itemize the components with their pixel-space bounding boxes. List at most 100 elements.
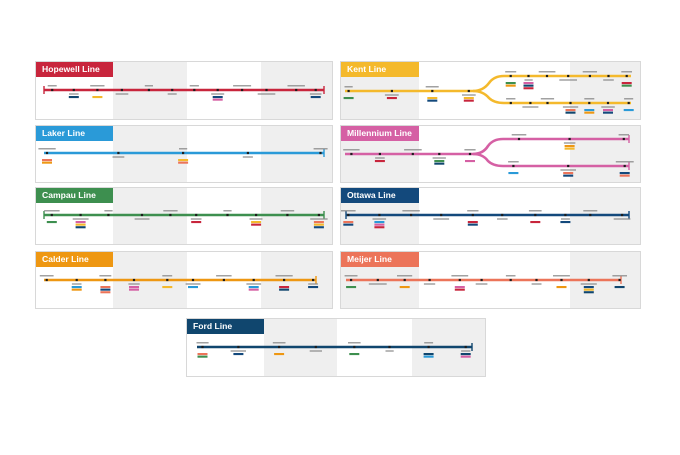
station-marker [314, 345, 317, 349]
station-name [506, 98, 516, 100]
transfer-badge [523, 82, 534, 85]
station-name [190, 218, 202, 220]
transfer-badge [460, 355, 471, 358]
station-marker [222, 278, 225, 282]
transfer-badge [530, 221, 541, 224]
station-marker [534, 213, 537, 217]
route-line [345, 74, 631, 93]
station-name [524, 79, 533, 81]
station-marker [191, 278, 195, 282]
transfer-badge [423, 353, 434, 356]
transfer-badge [565, 109, 576, 112]
station-marker [378, 213, 381, 217]
transfer-badge [349, 353, 360, 356]
station-name [112, 156, 125, 158]
station-name [522, 106, 539, 108]
transfer-badge [92, 96, 103, 99]
station-name [128, 283, 140, 285]
transfer-badge [71, 286, 82, 289]
station-name [257, 93, 276, 95]
transfer-badge [212, 96, 223, 99]
station-marker [622, 137, 625, 141]
station-name [246, 283, 262, 285]
station-name [99, 275, 112, 277]
transfer-badge [343, 221, 354, 224]
station-marker [438, 152, 441, 156]
transfer-badge [427, 99, 438, 102]
station-marker [625, 74, 628, 78]
station-name [397, 275, 413, 277]
transfer-badge [42, 161, 52, 164]
transfer-badge [162, 286, 173, 289]
station-name [432, 157, 446, 159]
station-name [584, 98, 595, 100]
station-marker [458, 278, 461, 282]
station-marker [560, 278, 563, 282]
station-marker [252, 278, 255, 282]
station-marker [428, 278, 431, 282]
transfer-badge [467, 221, 478, 224]
station-name [385, 350, 394, 352]
station-name [185, 283, 201, 285]
station-name [196, 342, 209, 344]
station-name [505, 275, 516, 277]
station-name [511, 134, 527, 136]
station-marker [527, 74, 530, 78]
station-marker [546, 101, 549, 105]
station-marker [132, 278, 136, 282]
line-title: Millennium Line [341, 126, 419, 141]
station-name [272, 342, 286, 344]
calder-line-panel: Calder Line [35, 251, 333, 309]
station-name [162, 275, 173, 277]
kent-route-map [343, 71, 634, 114]
station-marker [440, 213, 443, 217]
station-name [553, 275, 570, 277]
station-marker [117, 151, 120, 155]
station-marker [607, 74, 610, 78]
station-marker [246, 151, 249, 155]
hopewell-line-panel: Hopewell Line [35, 61, 333, 120]
transfer-badge [343, 97, 354, 100]
station-marker [564, 213, 567, 217]
station-name [179, 148, 188, 150]
transfer-badge [212, 98, 223, 101]
station-marker [509, 74, 512, 78]
transfer-badge [454, 286, 465, 289]
station-marker [50, 213, 53, 217]
station-name [348, 342, 361, 344]
route-branch [472, 89, 631, 105]
station-marker [467, 89, 470, 93]
station-marker [317, 213, 320, 217]
transfer-badge [374, 223, 385, 226]
station-marker [104, 278, 107, 282]
station-marker [378, 152, 381, 156]
transfer-badge [129, 286, 139, 289]
station-name [44, 210, 60, 212]
station-marker [509, 278, 512, 282]
route-branch [472, 152, 629, 168]
station-name [308, 283, 318, 285]
station-name [134, 218, 150, 220]
station-name [402, 210, 420, 212]
station-name [618, 134, 629, 136]
station-marker [535, 278, 538, 282]
station-name [582, 71, 597, 73]
transfer-badge [583, 286, 594, 289]
transfer-badge [563, 172, 574, 175]
station-name [372, 218, 387, 220]
transfer-badge [603, 111, 613, 114]
transfer-badge [603, 109, 613, 112]
line-title: Hopewell Line [36, 62, 113, 77]
meijer-route-map [344, 275, 627, 294]
transfer-badge [463, 97, 474, 100]
transfer-badge [188, 286, 198, 289]
transfer-badge [129, 288, 139, 291]
transfer-badge [279, 288, 290, 291]
transfer-badge [619, 174, 630, 177]
station-name [528, 210, 542, 212]
station-marker [286, 213, 289, 217]
transfer-badge [623, 109, 634, 112]
station-marker [193, 88, 196, 92]
station-name [310, 218, 328, 220]
station-name [313, 148, 328, 150]
